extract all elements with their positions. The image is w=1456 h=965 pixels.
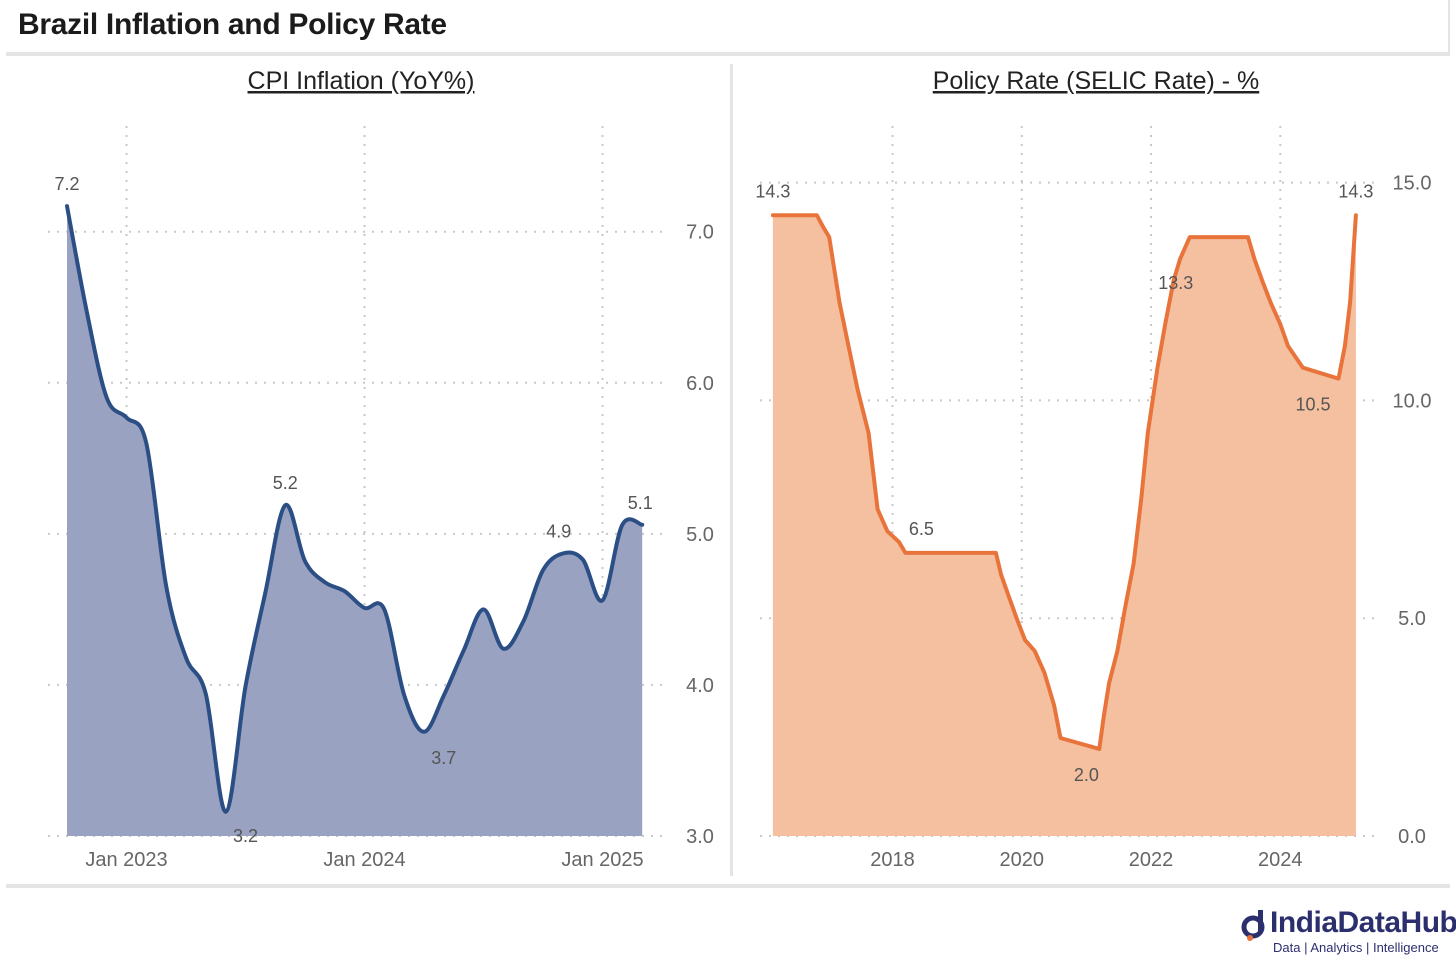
x-tick-label: 2022 bbox=[1129, 849, 1174, 871]
data-label: 7.2 bbox=[55, 174, 80, 194]
data-label: 5.2 bbox=[273, 473, 298, 493]
chart-title: Policy Rate (SELIC Rate) - % bbox=[933, 67, 1260, 95]
brand-mark-icon bbox=[1241, 910, 1265, 941]
x-tick-label: 2018 bbox=[870, 849, 915, 871]
brand-name: IndiaDataHub bbox=[1270, 906, 1456, 939]
y-tick-label: 3.0 bbox=[686, 826, 714, 848]
y-tick-label: 5.0 bbox=[686, 524, 714, 546]
panel-divider bbox=[730, 64, 733, 876]
y-tick-label: 6.0 bbox=[686, 373, 714, 395]
frame-edge bbox=[1448, 0, 1450, 56]
data-label: 6.5 bbox=[909, 519, 934, 539]
data-label: 3.2 bbox=[233, 826, 258, 846]
series-line bbox=[770, 213, 1358, 751]
y-tick-label: 7.0 bbox=[686, 222, 714, 244]
data-label: 13.3 bbox=[1158, 273, 1193, 293]
footer-separator bbox=[6, 884, 1450, 888]
y-tick-label: 0.0 bbox=[1398, 826, 1426, 848]
series-area bbox=[67, 206, 643, 837]
selic-rate-chart: Policy Rate (SELIC Rate) - % 0.0 5.0 10.0 15… bbox=[755, 67, 1432, 871]
x-tick-label: 2020 bbox=[1000, 849, 1045, 871]
brand-logo: IndiaDataHub Data | Analytics | Intellig… bbox=[1240, 906, 1456, 958]
page-title: Brazil Inflation and Policy Rate bbox=[18, 8, 447, 41]
data-label: 4.9 bbox=[546, 522, 571, 542]
cpi-inflation-chart: CPI Inflation (YoY%) 3.0 4.0 5.0 6.0 7.0 Jan 2… bbox=[48, 67, 714, 871]
data-label: 14.3 bbox=[1338, 181, 1373, 201]
y-tick-label: 10.0 bbox=[1393, 390, 1432, 412]
y-tick-label: 15.0 bbox=[1393, 173, 1432, 195]
x-tick-label: Jan 2025 bbox=[561, 849, 643, 871]
title-separator bbox=[6, 52, 1450, 56]
brand-tagline: Data | Analytics | Intelligence bbox=[1273, 940, 1439, 955]
y-tick-label: 4.0 bbox=[686, 675, 714, 697]
x-tick-label: Jan 2023 bbox=[85, 849, 167, 871]
y-tick-label: 5.0 bbox=[1398, 608, 1426, 630]
series-line bbox=[65, 204, 645, 814]
x-tick-label: Jan 2024 bbox=[323, 849, 405, 871]
x-tick-label: 2024 bbox=[1258, 849, 1303, 871]
data-label: 10.5 bbox=[1296, 395, 1331, 415]
chart-title: CPI Inflation (YoY%) bbox=[248, 67, 475, 95]
data-label: 14.3 bbox=[755, 181, 790, 201]
data-label: 2.0 bbox=[1074, 765, 1099, 785]
data-label: 5.1 bbox=[628, 493, 653, 513]
series-area bbox=[772, 215, 1356, 837]
data-label: 3.7 bbox=[431, 748, 456, 768]
